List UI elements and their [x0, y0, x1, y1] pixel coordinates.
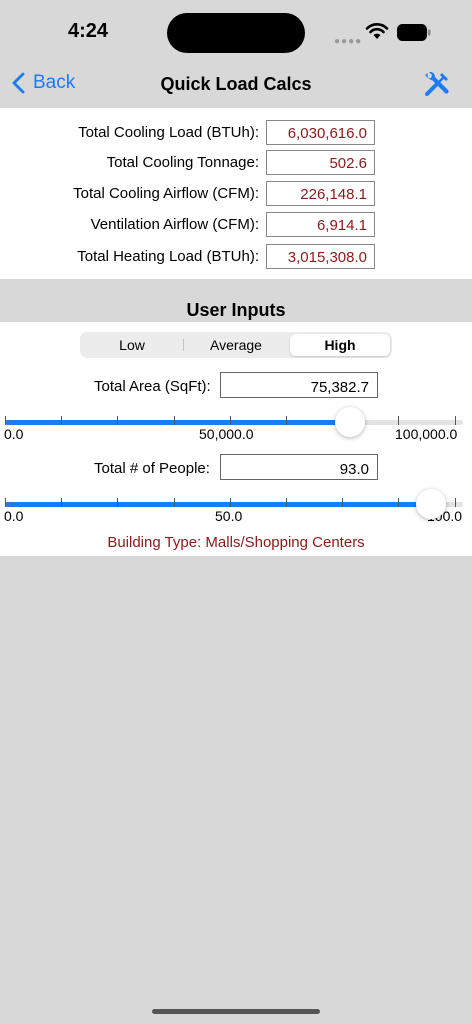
slider-tick [342, 498, 343, 507]
ventilation-airflow-row: Ventilation Airflow (CFM): 6,914.1 [0, 212, 472, 238]
status-time: 4:24 [68, 20, 109, 42]
slider-tick [5, 498, 6, 507]
slider-tick [455, 498, 456, 507]
total-area-input[interactable] [220, 372, 378, 398]
cooling-load-row: Total Cooling Load (BTUh): 6,030,616.0 [0, 120, 472, 146]
signal-dots-icon: ●●●● [334, 36, 363, 47]
slider-tick [117, 416, 118, 425]
wifi-icon [365, 23, 389, 39]
user-inputs-panel: Low Average High Total Area (SqFt): 0.0 … [0, 322, 472, 556]
page-title: Quick Load Calcs [160, 74, 312, 94]
dynamic-island [167, 13, 305, 53]
tools-icon[interactable] [423, 70, 451, 98]
chevron-left-icon [12, 72, 25, 94]
slider-tick [398, 416, 399, 425]
results-panel: Total Cooling Load (BTUh): 6,030,616.0 T… [0, 108, 472, 279]
ventilation-airflow-value: 6,914.1 [266, 212, 375, 237]
home-indicator[interactable] [152, 1009, 320, 1014]
slider-mid-label: 50,000.0 [199, 426, 254, 442]
slider-thumb[interactable] [415, 489, 446, 519]
slider-tick [230, 498, 231, 507]
occupancy-level-segmented-control: Low Average High [80, 332, 392, 358]
segment-divider [183, 339, 184, 351]
slider-tick [174, 498, 175, 507]
cooling-tonnage-row: Total Cooling Tonnage: 502.6 [0, 150, 472, 176]
segment-high[interactable]: High [290, 334, 390, 356]
total-people-slider[interactable]: 0.0 50.0 100.0 [0, 484, 472, 524]
slider-tick [61, 498, 62, 507]
slider-tick [230, 416, 231, 425]
slider-max-label: 100,000.0 [395, 426, 458, 442]
total-area-label: Total Area (SqFt): [94, 378, 211, 395]
slider-min-label: 0.0 [4, 426, 24, 442]
back-label: Back [33, 72, 76, 93]
slider-tick [455, 416, 456, 425]
slider-tick [117, 498, 118, 507]
cooling-airflow-row: Total Cooling Airflow (CFM): 226,148.1 [0, 181, 472, 207]
status-bar: 4:24 ●●●● [0, 0, 472, 64]
user-inputs-title: User Inputs [186, 300, 286, 320]
building-type-label: Building Type: Malls/Shopping Centers [107, 534, 365, 551]
cooling-airflow-value: 226,148.1 [266, 181, 375, 206]
user-inputs-header: User Inputs [0, 279, 472, 322]
slider-tick [286, 498, 287, 507]
cooling-airflow-label: Total Cooling Airflow (CFM): [73, 185, 259, 202]
segment-average[interactable]: Average [210, 337, 262, 353]
slider-tick [61, 416, 62, 425]
battery-icon [397, 24, 431, 41]
heating-load-label: Total Heating Load (BTUh): [77, 248, 259, 265]
slider-min-label: 0.0 [4, 508, 24, 524]
cooling-tonnage-value: 502.6 [266, 150, 375, 175]
total-people-input[interactable] [220, 454, 378, 480]
nav-bar: Back Quick Load Calcs [0, 64, 472, 108]
slider-fill [5, 502, 431, 507]
slider-tick [5, 416, 6, 425]
total-people-label: Total # of People: [94, 460, 210, 477]
slider-thumb[interactable] [335, 407, 366, 437]
slider-tick [398, 498, 399, 507]
slider-mid-label: 50.0 [215, 508, 243, 524]
slider-fill [5, 420, 351, 425]
cooling-load-value: 6,030,616.0 [266, 120, 375, 145]
total-area-slider[interactable]: 0.0 50,000.0 100,000.0 [0, 402, 472, 442]
heating-load-value: 3,015,308.0 [266, 244, 375, 269]
segment-low[interactable]: Low [119, 337, 145, 353]
slider-tick [174, 416, 175, 425]
heating-load-row: Total Heating Load (BTUh): 3,015,308.0 [0, 244, 472, 270]
cooling-tonnage-label: Total Cooling Tonnage: [106, 154, 259, 171]
ventilation-airflow-label: Ventilation Airflow (CFM): [90, 216, 259, 233]
cooling-load-label: Total Cooling Load (BTUh): [78, 124, 259, 141]
slider-tick [286, 416, 287, 425]
back-button[interactable]: Back [12, 72, 75, 94]
